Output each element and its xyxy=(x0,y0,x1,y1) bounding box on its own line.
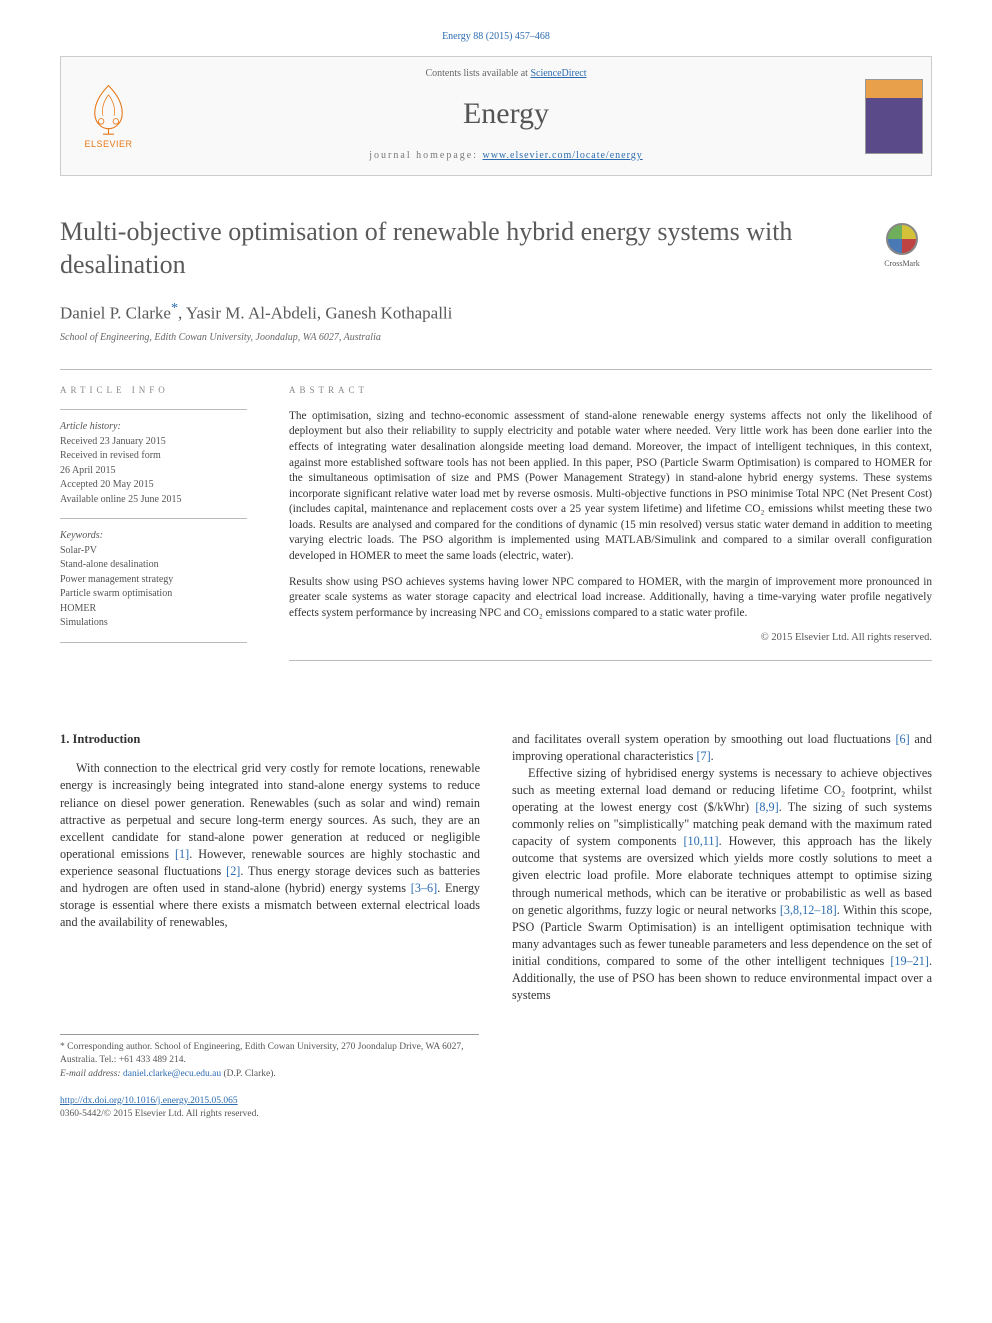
intro-para-2: Effective sizing of hybridised energy sy… xyxy=(512,765,932,1004)
doi-block: http://dx.doi.org/10.1016/j.energy.2015.… xyxy=(60,1095,932,1122)
citation-link[interactable]: [10,11] xyxy=(683,834,718,848)
divider xyxy=(289,660,932,661)
crossmark-icon xyxy=(886,223,918,255)
journal-homepage: journal homepage: www.elsevier.com/locat… xyxy=(156,149,856,163)
homepage-link[interactable]: www.elsevier.com/locate/energy xyxy=(482,150,642,161)
authors-rest: , Yasir M. Al-Abdeli, Ganesh Kothapalli xyxy=(178,304,452,323)
citation: Energy 88 (2015) 457–468 xyxy=(60,30,932,44)
homepage-label: journal homepage: xyxy=(369,150,482,161)
corresponding-author: * Corresponding author. School of Engine… xyxy=(60,1041,479,1067)
body-text: 1. Introduction With connection to the e… xyxy=(60,731,932,1004)
intro-para-1: With connection to the electrical grid v… xyxy=(60,760,480,931)
publisher-label: ELSEVIER xyxy=(84,138,132,151)
copyright: © 2015 Elsevier Ltd. All rights reserved… xyxy=(289,631,932,645)
affiliation: School of Engineering, Edith Cowan Unive… xyxy=(60,331,932,345)
citation-link[interactable]: [8,9] xyxy=(755,800,778,814)
contents-prefix: Contents lists available at xyxy=(425,68,530,79)
history-label: Article history: xyxy=(60,420,247,434)
abstract: ABSTRACT The optimisation, sizing and te… xyxy=(265,370,932,670)
citation-link[interactable]: [1] xyxy=(175,847,189,861)
issn-copyright: 0360-5442/© 2015 Elsevier Ltd. All right… xyxy=(60,1108,932,1121)
keyword: Simulations xyxy=(60,616,247,630)
t: and facilitates overall system operation… xyxy=(512,732,895,746)
author-1: Daniel P. Clarke xyxy=(60,304,171,323)
journal-header: ELSEVIER Contents lists available at Sci… xyxy=(60,56,932,176)
divider xyxy=(60,409,247,410)
body-col-left: 1. Introduction With connection to the e… xyxy=(60,731,480,1004)
citation-link[interactable]: [6] xyxy=(895,732,909,746)
keyword: Power management strategy xyxy=(60,573,247,587)
history-accepted: Accepted 20 May 2015 xyxy=(60,478,247,492)
email-label: E-mail address: xyxy=(60,1069,123,1079)
keyword: HOMER xyxy=(60,602,247,616)
divider xyxy=(60,642,247,643)
journal-cover-thumb xyxy=(856,57,931,175)
authors: Daniel P. Clarke*, Yasir M. Al-Abdeli, G… xyxy=(60,299,932,325)
email-link[interactable]: daniel.clarke@ecu.edu.au xyxy=(123,1069,221,1079)
article-info: ARTICLE INFO Article history: Received 2… xyxy=(60,370,265,670)
elsevier-tree-icon xyxy=(81,81,136,136)
keyword: Particle swarm optimisation xyxy=(60,587,247,601)
citation-link[interactable]: [19–21] xyxy=(890,954,929,968)
sciencedirect-link[interactable]: ScienceDirect xyxy=(530,68,586,79)
abstract-heading: ABSTRACT xyxy=(289,384,932,396)
intro-para-1-cont: and facilitates overall system operation… xyxy=(512,731,932,765)
crossmark-label: CrossMark xyxy=(884,258,920,269)
citation-link[interactable]: [3,8,12–18] xyxy=(780,903,837,917)
footnotes: * Corresponding author. School of Engine… xyxy=(60,1034,479,1080)
corr-marker: * xyxy=(171,300,178,316)
citation-link[interactable]: [2] xyxy=(226,864,240,878)
history-revised-2: 26 April 2015 xyxy=(60,464,247,478)
citation-link[interactable]: [3–6] xyxy=(411,881,437,895)
history-revised-1: Received in revised form xyxy=(60,449,247,463)
abstract-p2: Results show using PSO achieves systems … xyxy=(289,575,932,622)
history-online: Available online 25 June 2015 xyxy=(60,493,247,507)
cover-icon xyxy=(865,79,923,154)
publisher-logo: ELSEVIER xyxy=(61,57,156,175)
history-received: Received 23 January 2015 xyxy=(60,435,247,449)
keyword: Solar-PV xyxy=(60,544,247,558)
citation-link[interactable]: [7] xyxy=(696,749,710,763)
keywords-label: Keywords: xyxy=(60,529,247,543)
doi-link[interactable]: http://dx.doi.org/10.1016/j.energy.2015.… xyxy=(60,1096,238,1106)
article-info-heading: ARTICLE INFO xyxy=(60,384,247,397)
contents-available: Contents lists available at ScienceDirec… xyxy=(156,67,856,81)
email-tail: (D.P. Clarke). xyxy=(221,1069,276,1079)
keyword: Stand-alone desalination xyxy=(60,558,247,572)
crossmark-badge[interactable]: CrossMark xyxy=(872,216,932,276)
abstract-p1: The optimisation, sizing and techno-econ… xyxy=(289,409,932,565)
email-line: E-mail address: daniel.clarke@ecu.edu.au… xyxy=(60,1068,479,1081)
section-heading: 1. Introduction xyxy=(60,731,480,749)
divider xyxy=(60,518,247,519)
journal-name: Energy xyxy=(156,93,856,135)
article-title: Multi-objective optimisation of renewabl… xyxy=(60,216,852,281)
body-col-right: and facilitates overall system operation… xyxy=(512,731,932,1004)
t: . xyxy=(711,749,714,763)
